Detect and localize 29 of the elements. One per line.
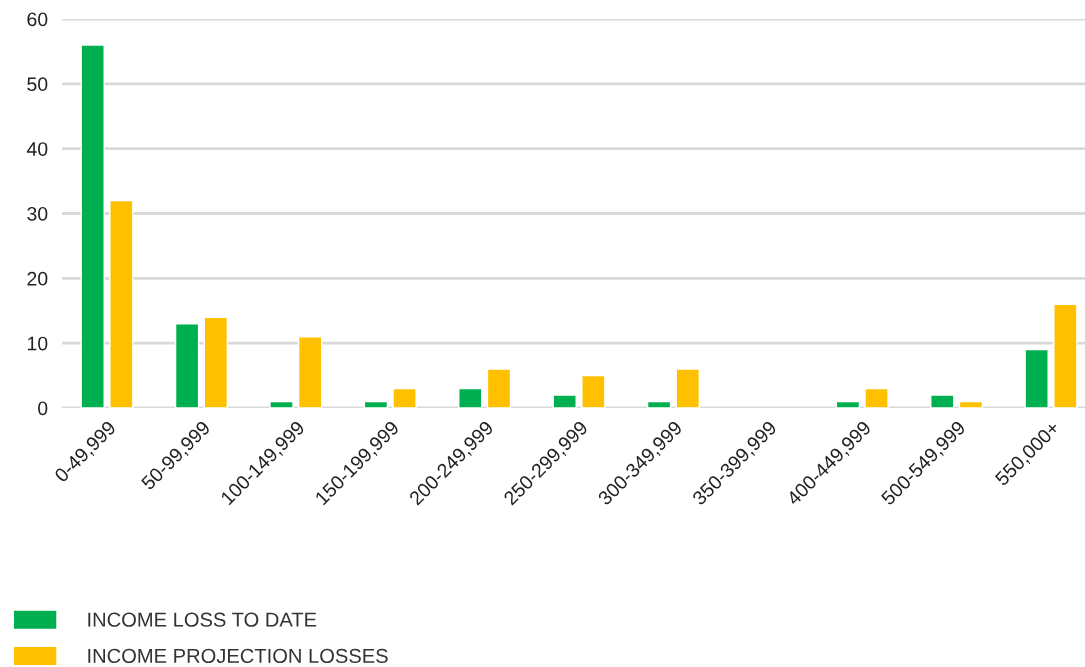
- y-tick-label: 0: [38, 401, 48, 416]
- bar: [392, 387, 417, 408]
- y-tick-label: 30: [27, 206, 48, 221]
- bar: [646, 400, 672, 408]
- bar: [835, 400, 861, 408]
- bar: [1024, 348, 1049, 408]
- bar: [269, 400, 294, 408]
- bar: [1053, 303, 1078, 408]
- bar: [109, 199, 134, 408]
- bar: [864, 387, 889, 408]
- bar: [486, 368, 512, 408]
- bar: [80, 44, 105, 408]
- bar: [930, 394, 955, 408]
- y-tick-label: 10: [27, 336, 48, 351]
- bar: [363, 400, 389, 408]
- y-tick-label: 50: [27, 77, 48, 92]
- bar: [297, 335, 323, 408]
- bar: [458, 387, 483, 408]
- y-tick-label: 60: [27, 12, 48, 27]
- bar: [552, 394, 577, 408]
- bar: [581, 374, 606, 408]
- y-tick-label: 20: [27, 271, 48, 286]
- y-tick-label: 40: [26, 142, 48, 156]
- bar: [174, 323, 200, 408]
- bar: [958, 400, 984, 408]
- legend-label: INCOME LOSS TO DATE: [88, 612, 317, 627]
- bar: [675, 368, 700, 408]
- bar: [203, 316, 228, 408]
- legend-label: INCOME PROJECTION LOSSES: [88, 648, 388, 664]
